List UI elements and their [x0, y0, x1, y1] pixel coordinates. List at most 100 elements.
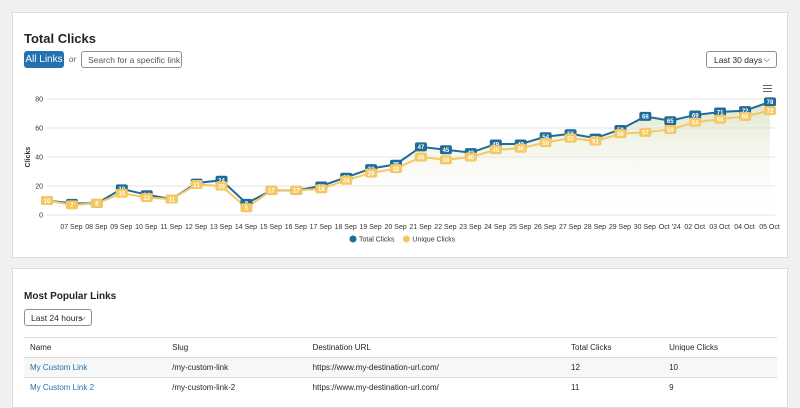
data-label: 50 [542, 141, 549, 147]
header-cell: Slug [166, 337, 307, 358]
data-label: 71 [717, 110, 724, 116]
y-tick-label: 60 [35, 126, 43, 133]
data-point [265, 185, 278, 195]
data-point [664, 116, 677, 126]
data-label: 69 [692, 113, 699, 119]
data-point [439, 145, 452, 155]
data-label: 10 [44, 199, 51, 205]
table-cell: https://www.my-destination-url.com/ [306, 377, 566, 397]
range-select[interactable]: Last 24 hours ⌵ [24, 309, 92, 326]
data-point [365, 168, 378, 178]
data-point [764, 97, 776, 107]
data-point [589, 136, 602, 146]
header-cell: Unique Clicks [663, 337, 777, 358]
data-label: 53 [567, 136, 574, 142]
data-point [290, 185, 303, 195]
data-label: 66 [717, 118, 724, 124]
data-label: 18 [318, 187, 325, 193]
data-point [414, 142, 427, 152]
data-label: 38 [443, 158, 450, 164]
data-label: 47 [418, 145, 425, 151]
data-point [439, 155, 452, 165]
x-tick-label: 26 Sep [534, 224, 556, 231]
data-point [564, 133, 577, 143]
data-point [714, 107, 727, 117]
table-cell: 12 [565, 357, 664, 378]
table-cell: 10 [663, 357, 777, 378]
data-label: 68 [642, 115, 649, 121]
data-point [41, 196, 53, 205]
data-label: 24 [343, 179, 350, 185]
x-tick-label: 14 Sep [235, 224, 257, 231]
x-tick-label: 03 Oct [709, 224, 730, 231]
data-label: 29 [368, 171, 375, 177]
data-point [140, 193, 153, 203]
data-label: 40 [418, 155, 425, 161]
x-tick-label: 05 Oct [759, 224, 780, 231]
x-tick-label: 19 Sep [360, 224, 382, 231]
data-point [65, 200, 78, 210]
header-cell: Name [24, 337, 167, 358]
data-label: 56 [617, 132, 624, 138]
or-text: or [69, 55, 77, 64]
x-tick-label: 08 Sep [85, 224, 107, 231]
data-label: 64 [692, 121, 699, 127]
table-cell[interactable]: My Custom Link [24, 357, 167, 378]
data-label: 32 [393, 167, 400, 173]
data-point [689, 117, 702, 127]
x-tick-label: 15 Sep [260, 224, 282, 231]
data-label: 68 [742, 115, 749, 121]
search-input[interactable]: Search for a specific link [81, 51, 182, 68]
range-value: Last 30 days [714, 54, 763, 65]
data-label: 12 [143, 196, 150, 202]
popular-links-panel: Most Popular Links Last 24 hours ⌵ Name Sl… [12, 268, 788, 408]
links-table: Name Slug Destination URL Total Clicks Uniqu… [24, 337, 777, 397]
all-links-button[interactable]: All Links [24, 51, 64, 68]
data-label: 11 [168, 197, 175, 203]
data-point [240, 203, 253, 213]
data-point [115, 188, 128, 198]
x-tick-label: 20 Sep [384, 224, 406, 231]
data-point [90, 198, 103, 208]
data-label: 46 [517, 147, 524, 153]
header-row: Name Slug Destination URL Total Clicks Uniqu… [24, 337, 777, 358]
header-cell: Total Clicks [565, 337, 664, 358]
data-label: 40 [467, 155, 474, 161]
data-label: 78 [767, 100, 774, 106]
panel-title: Most Popular Links [24, 291, 117, 302]
menu-icon[interactable] [763, 85, 772, 92]
data-label: 17 [268, 189, 275, 195]
data-point [639, 111, 652, 121]
x-tick-label: 23 Sep [459, 224, 481, 231]
y-tick-label: 80 [35, 97, 43, 104]
data-point [739, 111, 752, 121]
x-tick-label: 18 Sep [335, 224, 357, 231]
x-tick-label: 28 Sep [584, 224, 606, 231]
y-tick-label: 20 [35, 184, 43, 191]
data-point [614, 129, 627, 139]
table-cell: https://www.my-destination-url.com/ [306, 357, 566, 378]
table-cell: /my-custom-link-2 [166, 377, 307, 397]
x-tick-label: Oct '24 [659, 224, 681, 231]
x-tick-label: 24 Sep [484, 224, 506, 231]
range-select[interactable]: Last 30 days ⌵ [706, 51, 777, 68]
table-cell: 11 [565, 377, 664, 397]
data-label: 72 [767, 109, 774, 115]
data-point [165, 194, 178, 204]
data-point [340, 175, 353, 185]
data-point [664, 124, 677, 134]
data-point [315, 184, 328, 194]
data-label: 17 [293, 189, 300, 195]
data-label: 59 [667, 128, 674, 134]
x-tick-label: 29 Sep [609, 224, 631, 231]
x-tick-label: 30 Sep [634, 224, 656, 231]
header-cell: Destination URL [306, 337, 566, 358]
data-point [764, 106, 776, 116]
data-label: 15 [118, 192, 125, 198]
data-point [714, 114, 727, 124]
table-cell[interactable]: My Custom Link 2 [24, 377, 167, 397]
data-label: 5 [245, 206, 249, 212]
data-label: 65 [667, 119, 674, 125]
data-point [215, 181, 228, 191]
